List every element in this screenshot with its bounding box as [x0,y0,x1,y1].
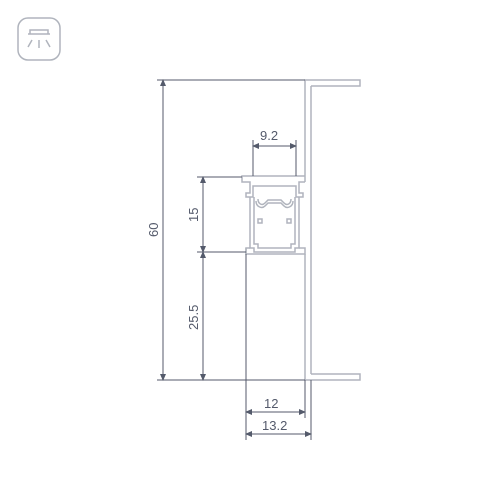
dim-label: 60 [146,223,161,237]
dim-label: 15 [186,208,201,222]
dim-9-2: 9.2 [253,128,296,176]
downlight-icon [18,18,60,60]
dim-12: 12 [246,254,305,418]
dim-label: 12 [264,396,278,411]
profile-outline [242,80,360,380]
technical-drawing: 9.2 15 25.5 60 12 13.2 [0,0,500,500]
dim-15: 15 [186,177,246,252]
dim-13-2: 13.2 [246,380,311,440]
dim-label: 13.2 [262,418,287,433]
dim-60: 60 [146,80,305,380]
dim-label: 25.5 [186,305,201,330]
dim-label: 9.2 [260,128,278,143]
